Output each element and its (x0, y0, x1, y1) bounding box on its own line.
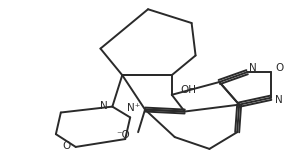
Text: O: O (276, 63, 284, 73)
Text: O: O (62, 141, 71, 151)
Text: N: N (275, 95, 283, 105)
Text: N⁺: N⁺ (127, 103, 140, 113)
Text: N: N (100, 101, 107, 111)
Text: ⁻O: ⁻O (116, 130, 130, 140)
Text: OH: OH (181, 85, 197, 95)
Text: N: N (249, 63, 257, 73)
